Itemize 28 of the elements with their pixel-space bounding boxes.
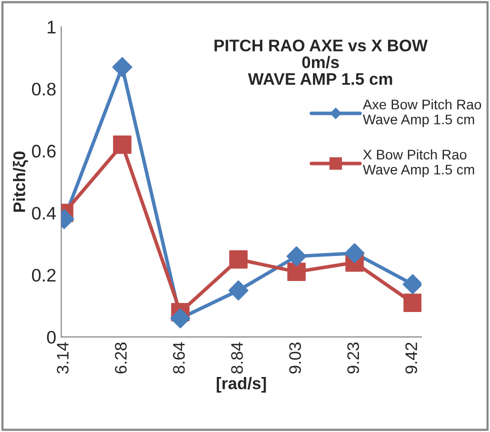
x-tick-label: 9.42 [405,342,418,374]
point [286,246,307,266]
x-tick-label: 3.14 [56,342,69,374]
y-axis-title: Pitch/ξ0 [12,152,28,212]
point [344,243,365,264]
point [402,274,422,294]
y-tick-label: 1 [48,20,56,34]
x-tick-label: 9.03 [289,342,301,374]
y-tick-label: 0.4 [32,206,56,220]
y-tick-label: 0.2 [32,268,56,282]
y-tick-label: 0 [47,330,56,344]
point [112,57,132,78]
point [170,308,190,328]
point [287,262,306,282]
x-tick-label: 9.23 [347,342,360,374]
point [403,294,422,312]
point [113,135,132,154]
point [229,250,248,269]
legend-label: Axe Bow Pitch Rao Wave Amp 1.5 cm [362,99,482,128]
x-tick-label: 8.64 [173,342,185,374]
legend-label: X Bow Pitch Rao Wave Amp 1.5 cm [362,149,474,178]
x-axis-title: [rad/s] [216,377,266,393]
x-tick-label: 8.84 [231,342,243,374]
point [228,280,248,300]
text: PITCH RAO AXE vs X BOW 0m/s WAVE AMP 1.5 cm [214,40,428,85]
y-tick-label: 0.8 [32,82,56,96]
x-tick-label: 6.28 [114,342,127,374]
y-tick-label: 0.6 [32,144,56,158]
